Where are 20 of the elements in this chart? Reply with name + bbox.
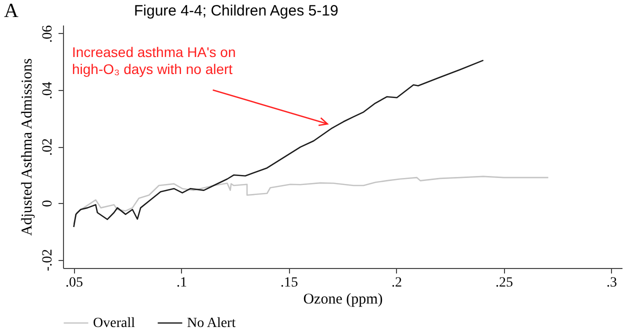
y-tick-label: 0 xyxy=(40,200,56,208)
x-tick-label: .2 xyxy=(392,276,402,290)
y-tick-label: .06 xyxy=(40,25,56,43)
legend-label: Overall xyxy=(93,316,136,331)
legend-label: No Alert xyxy=(187,316,236,331)
line-series xyxy=(73,60,484,228)
annotation: Increased asthma HA's on high-O₃ days with no alert xyxy=(72,44,237,78)
x-tick-label: .25 xyxy=(496,276,513,290)
chart-title: Figure 4-4; Children Ages 5-19 xyxy=(134,2,338,20)
line-series xyxy=(73,176,549,225)
x-tick-label: .1 xyxy=(176,276,187,290)
x-tick-label: .15 xyxy=(280,276,298,290)
x-tick-label: .3 xyxy=(606,276,617,290)
x-tick-label: .05 xyxy=(66,276,83,290)
text: A xyxy=(4,0,18,23)
x-axis-title: Ozone (ppm) xyxy=(303,292,383,308)
y-tick-label: .02 xyxy=(40,138,56,156)
y-axis-title: Adjusted Asthma Admissions xyxy=(20,58,36,236)
y-tick-label: .04 xyxy=(40,82,56,100)
y-tick-label: -.02 xyxy=(40,248,56,272)
